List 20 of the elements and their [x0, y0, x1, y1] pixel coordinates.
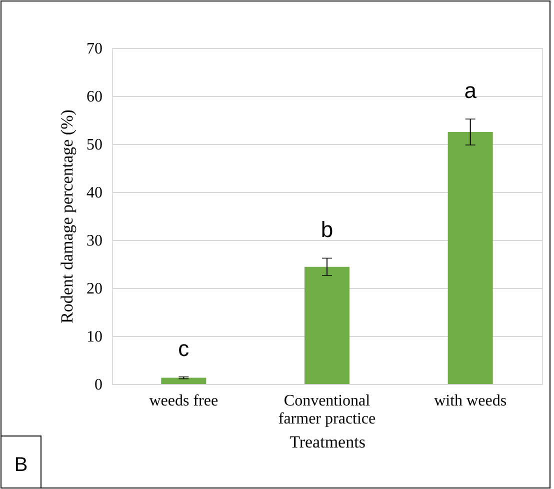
bar [448, 132, 493, 384]
y-tick-label: 40 [86, 184, 102, 202]
x-tick-label: Conventional farmer practice [278, 392, 376, 428]
annotation: c [178, 336, 190, 361]
x-axis-title: Treatments [290, 432, 366, 452]
x-tick-label: weeds free [149, 392, 218, 410]
text: B [14, 454, 28, 476]
y-tick-label: 20 [86, 280, 102, 298]
y-tick-label: 10 [86, 328, 102, 346]
y-tick-label: 0 [94, 376, 102, 394]
y-tick-label: 30 [86, 232, 102, 250]
bar [304, 266, 350, 384]
annotation: b [320, 217, 334, 242]
annotation: a [464, 78, 478, 104]
y-tick-label: 60 [86, 88, 102, 106]
y-tick-label: 70 [86, 40, 102, 58]
y-axis-title: Rodent damage percentage (%) [58, 110, 76, 324]
x-tick-label: with weeds [434, 392, 507, 410]
bar [161, 378, 206, 384]
y-tick-label: 50 [86, 136, 102, 154]
